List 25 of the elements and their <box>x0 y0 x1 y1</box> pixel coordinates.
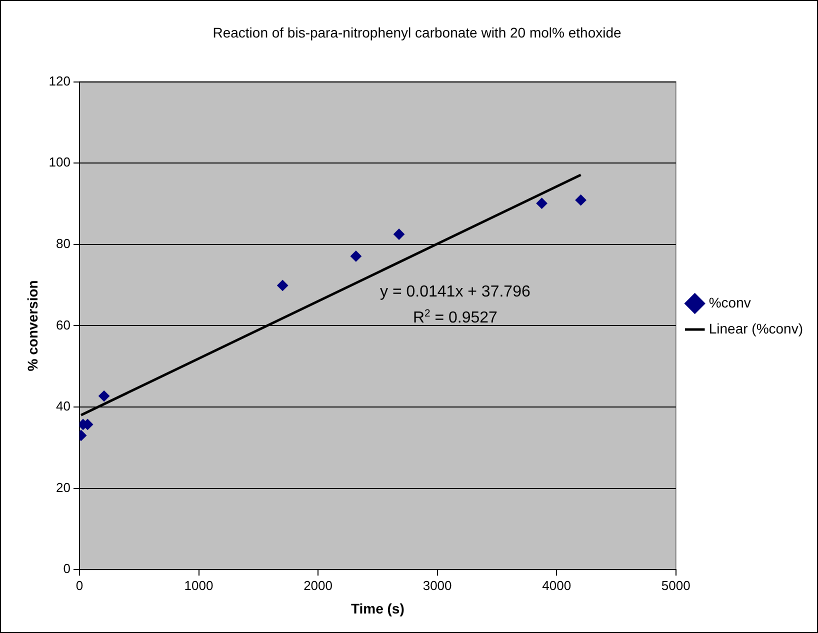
y-axis-title: % conversion <box>24 280 40 372</box>
point <box>575 194 586 206</box>
x-tick-label: 4000 <box>542 578 572 593</box>
point <box>394 228 405 240</box>
point <box>98 390 110 402</box>
y-tick-label: 120 <box>48 73 70 88</box>
point <box>277 280 288 291</box>
legend-label: Linear (%conv) <box>708 320 804 336</box>
y-tick-label: 0 <box>63 561 70 576</box>
point <box>536 198 548 209</box>
y-tick-label: 80 <box>56 236 70 251</box>
x-tick-label: 3000 <box>422 578 452 593</box>
y-tick-label: 100 <box>48 154 70 170</box>
annotation: y = 0.0141x + 37.796 <box>380 283 530 300</box>
y-tick-label: 20 <box>56 480 70 495</box>
point <box>350 250 362 262</box>
x-tick-label: 2000 <box>304 578 332 593</box>
x-tick-label: 0 <box>76 578 84 593</box>
x-tick-label: 1000 <box>184 578 214 593</box>
x-axis-title: Time (s) <box>350 600 404 616</box>
y-tick-label: 40 <box>56 398 70 414</box>
x-tick-label: 5000 <box>661 578 690 593</box>
y-tick-label: 60 <box>56 317 70 332</box>
legend-label: %conv <box>708 294 751 310</box>
chart-title: Reaction of bis-para-nitrophenyl carbonate with 20 mol% ethoxide <box>212 24 622 40</box>
